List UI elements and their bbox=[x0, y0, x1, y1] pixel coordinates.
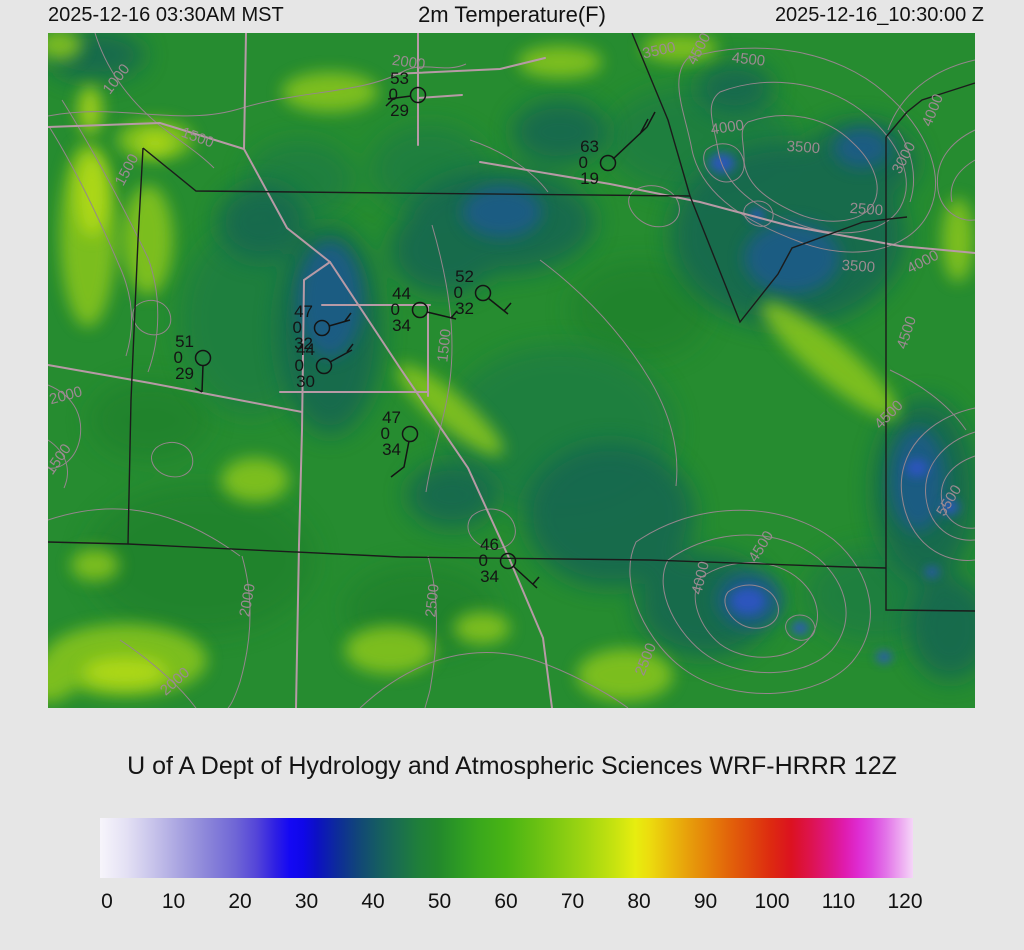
colorbar-tick-label: 80 bbox=[627, 890, 651, 913]
station-temperature: 44 bbox=[296, 340, 315, 359]
wind-barb bbox=[328, 312, 352, 327]
station-temperature: 63 bbox=[580, 137, 599, 156]
station-dewpoint: 19 bbox=[580, 169, 599, 188]
contour-elevation-label: 4000 bbox=[710, 117, 745, 138]
station-dewpoint: 34 bbox=[382, 440, 401, 459]
station-dewpoint: 29 bbox=[390, 101, 409, 120]
station-plots: 5302963019520324403447032440305102947034… bbox=[174, 69, 656, 589]
station-temperature: 47 bbox=[382, 408, 401, 427]
colorbar-tick-label: 120 bbox=[887, 890, 923, 913]
temperature-shading bbox=[48, 33, 975, 702]
utc-timestamp: 2025-12-16_10:30:00 Z bbox=[774, 4, 984, 26]
station-wind-value: 0 bbox=[391, 300, 400, 319]
contour-elevation-label: 2000 bbox=[236, 582, 259, 618]
local-timestamp: 2025-12-16 03:30AM MST bbox=[48, 4, 284, 26]
elevation-contours bbox=[48, 33, 975, 708]
colorbar-tick-label: 30 bbox=[294, 890, 319, 913]
station-wind-value: 0 bbox=[579, 153, 588, 172]
colorbar-tick-label: 40 bbox=[361, 890, 385, 913]
station-circle bbox=[194, 349, 212, 367]
station-dewpoint: 34 bbox=[392, 316, 411, 335]
station-circle bbox=[315, 357, 333, 375]
station-wind-value: 0 bbox=[381, 424, 390, 443]
contour-elevation-label: 2500 bbox=[422, 583, 442, 618]
station-circle bbox=[499, 552, 517, 570]
colorbar bbox=[100, 818, 913, 878]
station-wind-value: 0 bbox=[389, 85, 398, 104]
wind-barb bbox=[512, 565, 540, 589]
road-network bbox=[48, 33, 975, 708]
contour-elevation-label: 4500 bbox=[731, 49, 766, 69]
wind-barb bbox=[329, 343, 354, 363]
credit-text: U of A Dept of Hydrology and Atmospheric… bbox=[127, 752, 897, 780]
station-dewpoint: 29 bbox=[175, 364, 194, 383]
station-dewpoint: 32 bbox=[294, 334, 313, 353]
station-circle bbox=[313, 319, 331, 337]
contour-elevation-label: 2000 bbox=[391, 52, 426, 73]
colorbar-gradient bbox=[100, 818, 913, 878]
wind-barb bbox=[385, 95, 412, 107]
station-temperature: 51 bbox=[175, 332, 194, 351]
station-dewpoint: 30 bbox=[296, 372, 315, 391]
station-circle bbox=[409, 86, 427, 104]
colorbar-tick-label: 100 bbox=[754, 890, 790, 913]
colorbar-tick-label: 10 bbox=[161, 890, 186, 913]
station-wind-value: 0 bbox=[454, 283, 463, 302]
county-boundaries bbox=[48, 33, 975, 612]
station-circle bbox=[401, 425, 419, 443]
station-wind-value: 0 bbox=[479, 551, 488, 570]
station-dewpoint: 32 bbox=[455, 299, 474, 318]
contour-elevation-label: 1500 bbox=[434, 328, 454, 363]
colorbar-tick-label: 0 bbox=[101, 890, 113, 913]
station-wind-value: 0 bbox=[174, 348, 183, 367]
station-circle bbox=[411, 301, 429, 319]
colorbar-tick-label: 50 bbox=[427, 890, 452, 913]
map-title: 2m Temperature(F) bbox=[418, 2, 606, 27]
station-circle bbox=[599, 154, 617, 172]
contour-elevation-label: 3500 bbox=[841, 257, 875, 276]
weather-map: 1000 1500 1500 2000 2000 1500 2000 2000 2500 1500… bbox=[48, 33, 975, 708]
contour-elevation-label: 3500 bbox=[641, 39, 677, 63]
wind-barb bbox=[612, 111, 656, 160]
wind-barb bbox=[194, 364, 204, 393]
station-temperature: 47 bbox=[294, 302, 313, 321]
colorbar-tick-label: 90 bbox=[693, 890, 718, 913]
contour-elevation-label: 2500 bbox=[849, 200, 883, 219]
station-temperature: 46 bbox=[480, 535, 499, 554]
station-temperature: 52 bbox=[455, 267, 474, 286]
wind-barb bbox=[390, 440, 410, 478]
colorbar-tick-label: 20 bbox=[228, 890, 252, 913]
station-temperature: 53 bbox=[390, 69, 409, 88]
station-dewpoint: 34 bbox=[480, 567, 499, 586]
station-temperature: 44 bbox=[392, 284, 411, 303]
colorbar-tick-label: 70 bbox=[560, 890, 585, 913]
station-circle bbox=[474, 284, 492, 302]
colorbar-ticks: 0 10 20 30 40 50 60 70 80 90 100 110 120 bbox=[100, 890, 922, 918]
station-wind-value: 0 bbox=[295, 356, 304, 375]
station-wind-value: 0 bbox=[293, 318, 302, 337]
colorbar-tick-label: 60 bbox=[494, 890, 518, 913]
wind-barb bbox=[426, 310, 458, 320]
contour-elevation-label: 3500 bbox=[786, 138, 820, 157]
colorbar-tick-label: 110 bbox=[821, 890, 856, 913]
wind-barb bbox=[487, 297, 512, 315]
